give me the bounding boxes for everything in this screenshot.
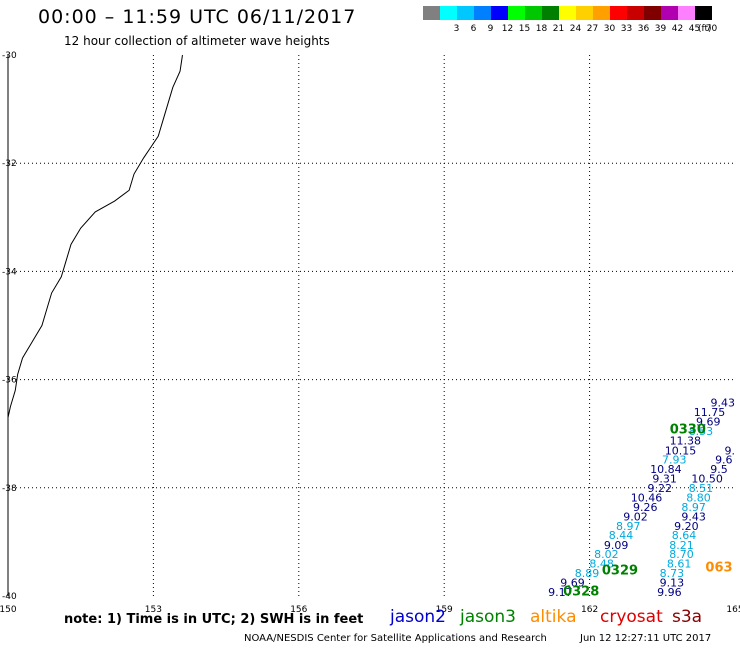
color-swatch	[440, 6, 457, 20]
wave-height-label: 8.61	[667, 557, 692, 570]
satellite-legend-cryosat: cryosat	[600, 607, 663, 627]
track-time-label: 063	[705, 561, 732, 576]
generated-timestamp: Jun 12 12:27:11 UTC 2017	[580, 633, 712, 644]
wave-height-label: 8.48	[589, 557, 614, 570]
color-swatch	[576, 6, 593, 20]
color-scale-label: 3	[453, 24, 460, 34]
color-swatch	[474, 6, 491, 20]
color-scale-label: 18	[535, 24, 548, 34]
lat-tick-label: -36	[2, 376, 17, 386]
wave-height-label: 8.64	[672, 529, 697, 542]
wave-height-label: 8.97	[681, 501, 706, 514]
color-scale-label: 70	[705, 24, 718, 34]
color-swatch	[678, 6, 695, 20]
wave-height-label: 8.97	[616, 520, 641, 533]
color-swatch	[423, 6, 440, 20]
wave-height-label: 8.80	[686, 491, 711, 504]
lon-tick-label: 162	[581, 605, 598, 615]
wave-height-label: 8.89	[575, 567, 600, 580]
lat-tick-label: -30	[2, 51, 17, 61]
color-swatch	[644, 6, 661, 20]
lat-tick-label: -38	[2, 484, 17, 494]
wave-height-label: 11.38	[670, 435, 702, 448]
wave-height-label: 8.44	[609, 529, 634, 542]
wave-height-label: 10.84	[650, 463, 682, 476]
wave-height-label: 9.6	[715, 453, 733, 466]
wave-height-label: 10.50	[691, 472, 723, 485]
color-scale-label: 15	[518, 24, 531, 34]
color-scale-label: 33	[620, 24, 633, 34]
color-scale-unit: (ft)	[698, 24, 712, 34]
wave-height-label: 9.5	[710, 463, 728, 476]
coastline	[7, 54, 183, 418]
color-swatch	[695, 6, 712, 20]
wave-height-label: 7.93	[662, 453, 687, 466]
track-time-label: 0330	[670, 423, 706, 438]
color-scale-label: 42	[671, 24, 684, 34]
map-subtitle: 12 hour collection of altimeter wave hei…	[64, 34, 330, 48]
color-swatch	[627, 6, 644, 20]
color-swatch	[457, 6, 474, 20]
wave-height-label: 8.70	[669, 548, 694, 561]
lon-tick-label: 153	[145, 605, 162, 615]
lat-tick-label: -40	[2, 592, 17, 602]
color-scale-label: 9	[487, 24, 494, 34]
lon-tick-label: 156	[290, 605, 307, 615]
color-swatch	[491, 6, 508, 20]
wave-height-label: 9.	[725, 444, 736, 457]
legend-note: note: 1) Time is in UTC; 2) SWH is in fe…	[64, 612, 364, 627]
wave-height-label: 9.31	[652, 472, 677, 485]
track-time-label: 0329	[602, 563, 638, 578]
track-time-label: 0328	[563, 584, 599, 599]
color-swatch	[661, 6, 678, 20]
lon-tick-label: 159	[436, 605, 453, 615]
wave-height-label: 9.13	[660, 576, 685, 589]
credit-text: NOAA/NESDIS Center for Satellite Applica…	[244, 633, 547, 644]
color-swatch	[525, 6, 542, 20]
satellite-legend-jason3: jason3	[460, 607, 516, 627]
wave-height-label: 9.22	[647, 482, 672, 495]
wave-height-label: 8.51	[689, 482, 714, 495]
color-swatch	[542, 6, 559, 20]
color-swatch	[593, 6, 610, 20]
wave-height-label: 11.75	[694, 406, 726, 419]
color-swatch	[508, 6, 525, 20]
color-scale-label: 24	[569, 24, 582, 34]
color-scale-label: 27	[586, 24, 599, 34]
wave-height-label: 9.17	[548, 586, 573, 599]
color-scale-label: 45	[688, 24, 701, 34]
wave-height-label: 10.15	[665, 444, 697, 457]
color-scale-label: 39	[654, 24, 667, 34]
color-scale-label: 6	[470, 24, 477, 34]
lon-tick-label: 165	[726, 605, 740, 615]
color-scale-label: 30	[603, 24, 616, 34]
satellite-legend-jason2: jason2	[390, 607, 446, 627]
color-swatch	[610, 6, 627, 20]
map-title: 00:00 – 11:59 UTC 06/11/2017	[38, 6, 357, 28]
color-scale-label: 12	[501, 24, 514, 34]
wave-height-label: 8.02	[594, 548, 619, 561]
lat-tick-label: -34	[2, 267, 17, 277]
lon-tick-label: 150	[0, 605, 17, 615]
wave-height-label: 9.26	[633, 501, 658, 514]
wave-height-label: 8.53	[689, 425, 714, 438]
wave-height-label: 9.43	[681, 510, 706, 523]
satellite-legend-altika: altika	[530, 607, 577, 627]
wave-height-label: 9.20	[674, 520, 699, 533]
wave-height-label: 9.43	[711, 397, 736, 410]
lat-tick-label: -32	[2, 159, 17, 169]
wave-height-label: 9.02	[623, 510, 648, 523]
wave-height-label: 9.09	[604, 539, 629, 552]
wave-height-label: 8.73	[660, 567, 685, 580]
color-swatch	[559, 6, 576, 20]
wave-height-label: 8.21	[669, 539, 694, 552]
color-scale-label: 21	[552, 24, 565, 34]
wave-height-label: 9.96	[657, 586, 682, 599]
wave-height-label: 9.69	[696, 416, 721, 429]
wave-height-label: 9.69	[560, 576, 585, 589]
wave-height-label: 10.46	[631, 491, 663, 504]
satellite-legend-s3a: s3a	[672, 607, 703, 627]
color-scale-label: 36	[637, 24, 650, 34]
